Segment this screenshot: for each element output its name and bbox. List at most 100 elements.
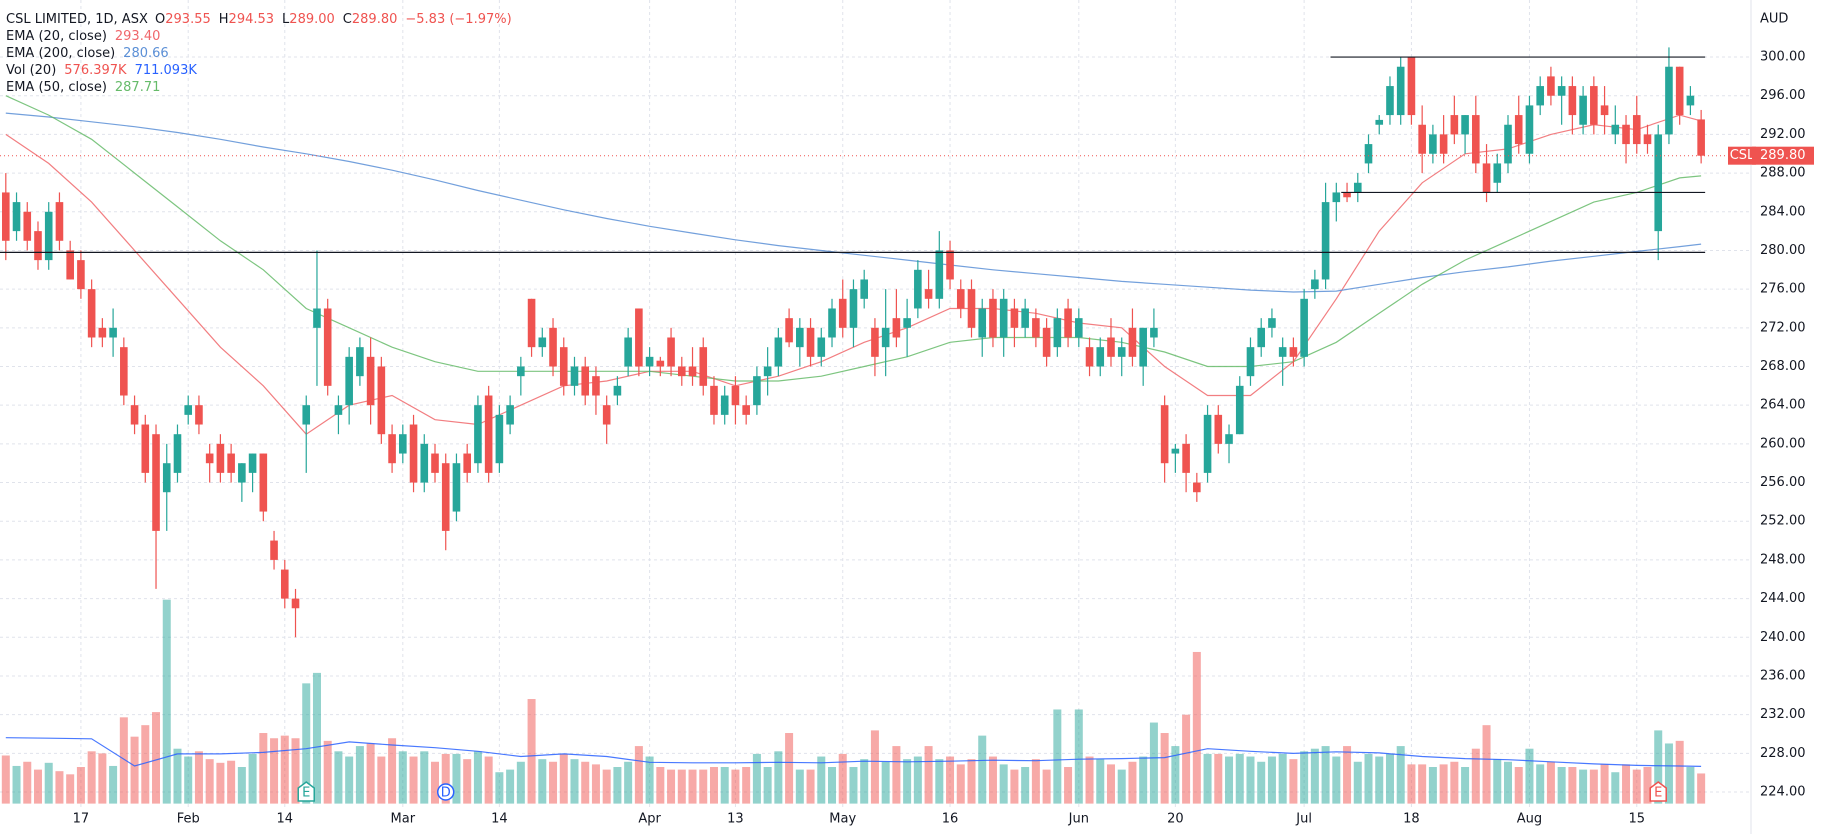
candle-body	[1429, 134, 1437, 154]
volume-bar	[152, 712, 161, 804]
grid	[0, 0, 1751, 808]
candle-body	[1407, 57, 1416, 116]
candle-body	[731, 385, 740, 406]
legend-name: EMA (200, close)	[6, 46, 115, 61]
y-tick-label: 248.00	[1760, 552, 1806, 567]
x-tick-label: 14	[277, 812, 294, 827]
volume-bar	[956, 764, 965, 804]
volume-bar	[935, 759, 944, 804]
volume-bar	[12, 765, 21, 804]
candle-body	[1343, 192, 1351, 198]
candle-body	[1557, 86, 1566, 96]
volume-bar	[259, 733, 268, 804]
candle-body	[570, 366, 579, 386]
volume-bar	[23, 761, 32, 804]
candle-body	[1268, 318, 1276, 328]
candle-body	[44, 211, 53, 261]
candle-body	[1321, 202, 1330, 280]
x-tick-label: Mar	[391, 812, 416, 827]
candle-body	[420, 443, 429, 483]
volume-bar	[731, 769, 740, 804]
y-tick-label: 288.00	[1760, 166, 1806, 181]
event-marker	[436, 783, 455, 801]
volume-bar	[98, 753, 107, 804]
candle-body	[1246, 347, 1255, 377]
volume-bar	[892, 746, 901, 804]
volume-bar	[1697, 773, 1706, 804]
volume-bar	[1257, 761, 1266, 804]
volume-bar	[1343, 746, 1352, 804]
volume-bar	[516, 761, 525, 804]
volume-bar	[452, 753, 461, 804]
volume-bar	[1632, 769, 1641, 804]
candle-body	[1235, 385, 1244, 435]
volume-bar	[677, 769, 686, 804]
candle-body	[538, 337, 547, 348]
volume-bar	[1622, 764, 1631, 804]
volume-bar	[1310, 748, 1319, 804]
volume-bar	[109, 765, 118, 804]
volume-bar	[1010, 769, 1019, 804]
candle-body	[216, 443, 225, 473]
currency-label: AUD	[1760, 12, 1788, 27]
volume-bar	[1471, 748, 1480, 804]
volume-bar	[1450, 761, 1459, 804]
volume-bar	[688, 769, 697, 804]
volume-bar	[1117, 769, 1126, 804]
volume-bar	[1, 755, 10, 804]
field-value: 289.00	[289, 12, 335, 27]
event-label: E	[1654, 786, 1662, 801]
volume-bar	[473, 751, 482, 804]
y-tick-label: 228.00	[1760, 746, 1806, 761]
candle-body	[270, 540, 278, 560]
candle-body	[1214, 414, 1223, 444]
volume-bar	[1235, 753, 1244, 804]
candle-body	[1364, 144, 1373, 164]
candle-body	[1514, 115, 1523, 145]
candle-body	[1085, 347, 1094, 367]
volume-bar	[291, 738, 300, 804]
candle-body	[431, 453, 439, 473]
volume-bar	[581, 761, 590, 804]
volume-bar	[1300, 751, 1309, 804]
candle-body	[1053, 318, 1062, 348]
volume-bar	[237, 767, 246, 804]
candle-body	[999, 298, 1008, 338]
candle-body	[2, 192, 10, 241]
volume-bar	[1332, 756, 1341, 804]
volume-bar	[999, 764, 1008, 804]
event-label: D	[441, 786, 451, 801]
volume-bar	[270, 738, 279, 804]
volume-bar	[763, 767, 772, 804]
candle-body	[817, 337, 826, 357]
volume-bar	[624, 761, 633, 804]
volume-bar	[1600, 764, 1609, 804]
volume-bar	[1557, 767, 1566, 804]
y-tick-label: 252.00	[1760, 514, 1806, 529]
indicator-line	[5, 737, 1702, 767]
y-tick-label: 224.00	[1760, 784, 1806, 799]
indicator-line	[5, 114, 1702, 435]
candle-body	[677, 366, 686, 377]
legend-value: 711.093K	[135, 63, 198, 78]
volume-bar	[1611, 772, 1620, 804]
volume-bar	[699, 769, 708, 804]
volume-bar	[1504, 761, 1512, 804]
candle-body	[1032, 318, 1040, 338]
volume-bar	[1428, 767, 1437, 804]
candle-body	[710, 385, 718, 415]
candle-body	[506, 405, 514, 425]
candle-body	[1482, 163, 1491, 193]
volume-bar	[184, 756, 193, 804]
candle-body	[248, 453, 257, 473]
candle-body	[77, 260, 85, 290]
candle-body	[549, 327, 557, 367]
volume-bar	[828, 767, 837, 804]
volume-bar	[323, 740, 332, 804]
candle-body	[1117, 347, 1126, 357]
candle-body	[120, 347, 128, 396]
candle-body	[1278, 347, 1287, 357]
volume-bar	[1418, 764, 1427, 804]
candle-body	[474, 405, 482, 464]
volume-bar	[1364, 753, 1373, 804]
